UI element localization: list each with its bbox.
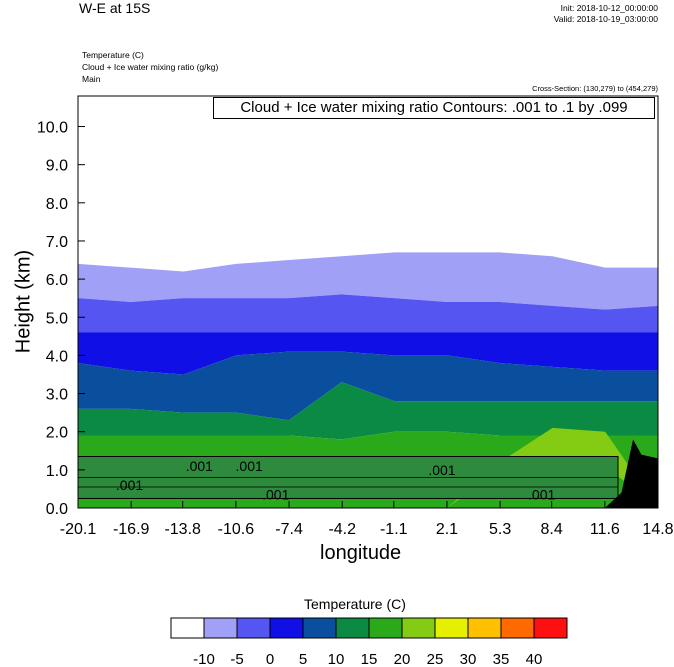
legend-label-7: 25: [427, 651, 444, 667]
temp-layer-0: [78, 252, 658, 310]
legend-swatch-1: [203, 617, 238, 639]
x-axis-label: longitude: [320, 542, 402, 564]
contour-label-1: .001: [186, 458, 213, 474]
init-time: Init: 2018-10-12_00:00:00: [560, 3, 658, 13]
contour-label-0: .001: [116, 477, 143, 493]
y-tick-label-1: 1.0: [46, 463, 68, 480]
x-tick-label-1: -16.9: [113, 521, 150, 538]
terrain: [604, 439, 658, 508]
temp-layer-1: [78, 294, 658, 333]
contour-label-2: .001: [236, 458, 263, 474]
legend-label-4: 10: [328, 651, 345, 667]
y-tick-label-10: 10.0: [37, 120, 68, 137]
y-tick-label-5: 5.0: [46, 310, 68, 327]
x-tick-label-4: -7.4: [275, 521, 303, 538]
y-tick-label-2: 2.0: [46, 425, 68, 442]
legend-swatch-10: [500, 617, 535, 639]
legend-label-2: 0: [266, 651, 274, 667]
legend-label-3: 5: [299, 651, 307, 667]
x-tick-label-11: 14.8: [642, 521, 673, 538]
legend-label-9: 35: [493, 651, 510, 667]
x-tick-label-9: 8.4: [541, 521, 563, 538]
figure-title: W-E at 15S: [79, 0, 151, 16]
legend-label-8: 30: [460, 651, 477, 667]
temp-layer-4: [78, 382, 658, 440]
y-tick-label-9: 9.0: [46, 158, 68, 175]
y-tick-label-3: 3.0: [46, 387, 68, 404]
legend-label-0: -10: [193, 651, 215, 667]
contour-label-5: .001: [528, 487, 555, 503]
legend-title: Temperature (C): [304, 596, 406, 612]
field-main: Main: [82, 74, 101, 84]
legend-swatch-6: [368, 617, 403, 639]
plot-frame: [77, 95, 659, 509]
x-tick-label-7: 2.1: [436, 521, 458, 538]
legend-swatch-4: [302, 617, 337, 639]
legend-swatch-3: [269, 617, 304, 639]
legend-swatch-11: [533, 617, 568, 639]
x-tick-label-3: -10.6: [218, 521, 255, 538]
x-tick-label-10: 11.6: [590, 521, 620, 538]
y-tick-label-4: 4.0: [46, 348, 68, 365]
y-tick-label-0: 0.0: [46, 501, 68, 518]
x-tick-label-0: -20.1: [60, 521, 97, 538]
x-tick-label-8: 5.3: [489, 521, 511, 538]
x-tick-label-6: -1.1: [380, 521, 408, 538]
legend-swatch-8: [434, 617, 469, 639]
x-tick-label-5: -4.2: [328, 521, 356, 538]
y-axis-label: Height (km): [12, 249, 35, 354]
field-temperature: Temperature (C): [82, 50, 144, 60]
y-tick-label-8: 8.0: [46, 196, 68, 213]
y-tick-label-7: 7.0: [46, 234, 68, 251]
legend-label-1: -5: [230, 651, 243, 667]
legend-swatch-9: [467, 617, 502, 639]
x-tick-label-2: -13.8: [164, 521, 201, 538]
legend-swatch-5: [335, 617, 370, 639]
legend-swatch-2: [236, 617, 271, 639]
legend-label-5: 15: [361, 651, 378, 667]
legend-swatch-0: [170, 617, 205, 639]
valid-time: Valid: 2018-10-19_03:00:00: [553, 14, 658, 24]
contour-label-3: .001: [262, 487, 289, 503]
temp-layer-3: [78, 351, 658, 421]
cross-section-label: Cross-Section: (130,279) to (454,279): [532, 84, 658, 93]
y-tick-label-6: 6.0: [46, 272, 68, 289]
legend-label-10: 40: [526, 651, 543, 667]
contour-label-4: .001: [428, 462, 455, 478]
legend-label-6: 20: [394, 651, 411, 667]
contour-info-box: Cloud + Ice water mixing ratio Contours:…: [213, 97, 655, 119]
field-cloud-ice: Cloud + Ice water mixing ratio (g/kg): [82, 62, 219, 72]
legend-swatch-7: [401, 617, 436, 639]
